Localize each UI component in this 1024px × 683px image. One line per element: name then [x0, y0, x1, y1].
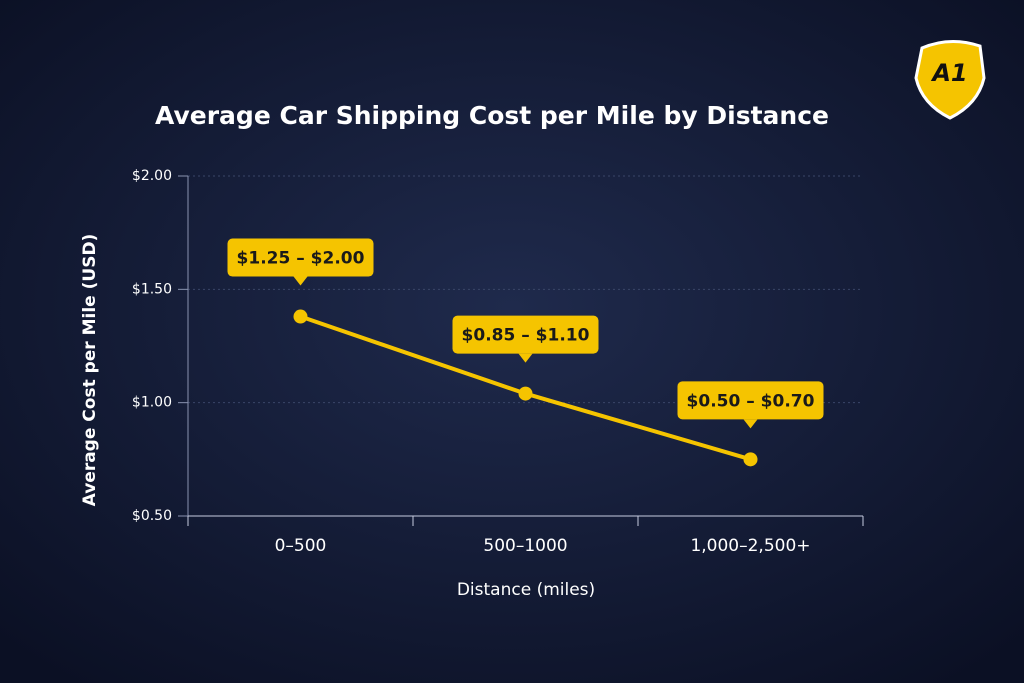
x-tick-label: 1,000–2,500+ — [690, 536, 810, 556]
y-tick-label: $0.50 — [132, 508, 172, 524]
y-tick-label: $2.00 — [132, 168, 172, 184]
annotation-box — [452, 315, 599, 354]
point — [743, 452, 758, 467]
x-axis-label: Distance (miles) — [457, 580, 595, 600]
x-tick-label: 500–1000 — [483, 536, 567, 556]
annotation-pointer — [743, 419, 758, 429]
annotation-box — [227, 238, 374, 277]
annotation: $0.50 – $0.70 — [677, 381, 824, 429]
point — [518, 386, 533, 401]
logo: A1 — [914, 40, 986, 120]
y-tick-label: $1.50 — [132, 281, 172, 297]
y-tick-label: $1.00 — [132, 395, 172, 411]
annotation-pointer — [293, 276, 308, 286]
annotation-text: $1.25 – $2.00 — [237, 249, 365, 269]
annotation: $1.25 – $2.00 — [227, 238, 374, 286]
x-tick-label: 0–500 — [275, 536, 327, 556]
chart-title: Average Car Shipping Cost per Mile by Di… — [155, 101, 829, 130]
annotation-box — [677, 381, 824, 420]
y-axis-label: Average Cost per Mile (USD) — [80, 234, 100, 507]
annotation: $0.85 – $1.10 — [452, 315, 599, 363]
logo-text: A1 — [930, 59, 967, 87]
annotation-pointer — [518, 353, 533, 363]
annotation-text: $0.85 – $1.10 — [462, 326, 590, 346]
annotation-text: $0.50 – $0.70 — [687, 391, 815, 411]
point — [293, 309, 308, 324]
